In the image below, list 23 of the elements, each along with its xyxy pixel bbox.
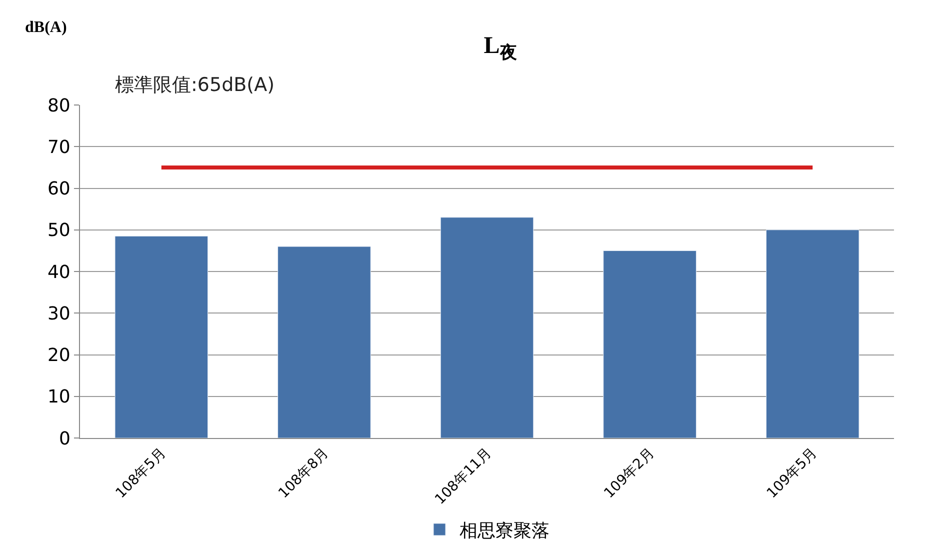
bar <box>278 246 371 438</box>
x-tick-label: 109年2月 <box>601 445 658 502</box>
y-tick-label: 50 <box>47 220 70 242</box>
x-tick-label: 108年11月 <box>432 445 495 508</box>
y-tick-label: 80 <box>47 95 70 116</box>
x-tick-label: 108年5月 <box>112 445 170 502</box>
y-tick-label: 40 <box>47 262 70 283</box>
x-tick-label: 109年5月 <box>764 445 820 502</box>
y-tick-label: 30 <box>47 303 70 324</box>
chart-title: L$_{夜}$ <box>484 33 517 62</box>
bar <box>766 230 860 438</box>
text: 標準限值:65dB(A) <box>115 74 274 96</box>
y-tick-label: 20 <box>47 345 70 366</box>
bar <box>603 250 696 438</box>
y-tick-label: 70 <box>47 136 70 158</box>
bar <box>114 236 208 438</box>
x-tick-label: 108年8月 <box>276 445 332 502</box>
y-tick-label: 60 <box>47 178 70 200</box>
y-tick-label: 0 <box>58 428 70 450</box>
y-tick-label: 10 <box>47 386 70 408</box>
y-axis-title: dB(A) <box>25 19 67 36</box>
legend-label: 相思寮聚落 <box>460 520 550 542</box>
bar <box>440 217 534 438</box>
